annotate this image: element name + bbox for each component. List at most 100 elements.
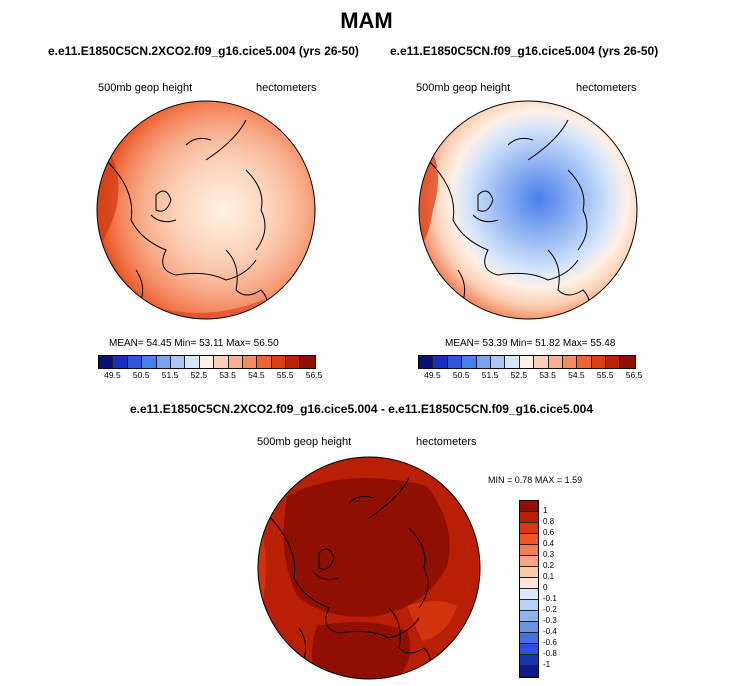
panel2-colorbar-tick: 50.5 <box>452 370 470 380</box>
panel2-units-label: hectometers <box>576 82 637 94</box>
panel1-colorbar-tick: 56.5 <box>305 370 323 380</box>
diff-colorbar-swatch <box>520 589 538 600</box>
diff-subtitle: e.e11.E1850C5CN.2XCO2.f09_g16.cice5.004 … <box>130 402 593 416</box>
diff-colorbar-swatch <box>520 556 538 567</box>
panel2-colorbar-swatch <box>490 356 506 368</box>
diff-colorbar-swatch <box>520 545 538 556</box>
panel2-mean-value: 53.39 <box>482 338 508 349</box>
panel2-polar-map <box>418 100 638 320</box>
diff-colorbar-swatch <box>520 666 538 677</box>
diff-max-value: 1.59 <box>564 475 583 485</box>
panel2-colorbar-swatch <box>591 356 607 368</box>
panel2-colorbar-swatch <box>462 356 477 368</box>
panel2-colorbar-swatch <box>419 356 434 368</box>
diff-polar-map <box>257 456 481 680</box>
diff-colorbar-swatch <box>520 644 538 655</box>
panel2-colorbar-tick: 52.5 <box>510 370 528 380</box>
panel1-colorbar-tick: 49.5 <box>104 370 121 380</box>
diff-colorbar-swatch <box>520 501 538 512</box>
panel2-colorbar-swatch <box>505 356 520 368</box>
panel2-colorbar-tick: 54.5 <box>568 370 585 380</box>
diff-colorbar-swatch <box>520 611 538 622</box>
panel1-colorbar-tick: 50.5 <box>132 370 150 380</box>
panel1-max-label: Max= <box>226 338 251 349</box>
diff-colorbar-swatch <box>520 600 538 611</box>
diff-colorbar-tick: -1 <box>543 660 551 669</box>
diff-minmax: MIN = 0.78 MAX = 1.59 <box>488 475 582 485</box>
diff-colorbar-swatch <box>520 633 538 644</box>
panel1-colorbar-swatch <box>214 356 229 368</box>
panel2-colorbar-swatch <box>447 356 463 368</box>
panel1-colorbar-swatch <box>185 356 200 368</box>
panel2-colorbar-swatch <box>620 356 635 368</box>
panel2-colorbar-swatch <box>476 356 491 368</box>
panel1-colorbar-tick: 54.5 <box>248 370 265 380</box>
panel2-colorbar-tick: 55.5 <box>596 370 614 380</box>
diff-colorbar-swatch <box>520 523 538 534</box>
panel1-colorbar-swatch <box>113 356 128 368</box>
panel2-colorbar <box>418 355 636 369</box>
panel1-mean-value: 54.45 <box>146 338 172 349</box>
panel2-mean-label: MEAN= <box>445 338 480 349</box>
panel2-colorbar-tick: 53.5 <box>539 370 556 380</box>
panel2-colorbar-swatch <box>433 356 448 368</box>
panel1-subtitle: e.e11.E1850C5CN.2XCO2.f09_g16.cice5.004 … <box>48 44 359 58</box>
panel1-colorbar-swatch <box>300 356 315 368</box>
panel2-colorbar-swatch <box>577 356 592 368</box>
panel2-colorbar-swatch <box>548 356 563 368</box>
panel1-mean-label: MEAN= <box>109 338 144 349</box>
panel2-min-label: Min= <box>510 338 533 349</box>
panel2-max-label: Max= <box>562 338 588 349</box>
diff-colorbar-tick: 0.4 <box>543 539 555 548</box>
diff-colorbar-tick: 0.2 <box>543 561 555 570</box>
panel1-colorbar-ticks: 49.5 50.5 51.5 52.5 53.5 54.5 55.5 56.5 <box>98 370 322 382</box>
panel1-colorbar-tick: 52.5 <box>190 370 208 380</box>
panel2-min-value: 51.82 <box>535 338 561 349</box>
panel1-colorbar-swatch <box>242 356 258 368</box>
panel1-colorbar-swatch <box>257 356 272 368</box>
diff-colorbar-tick: -0.8 <box>543 649 557 658</box>
panel1-colorbar-swatch <box>142 356 157 368</box>
diff-colorbar-swatch <box>520 534 538 545</box>
panel1-stats: MEAN= 54.45 Min= 53.11 Max= 56.50 <box>109 338 279 349</box>
panel1-colorbar-tick: 51.5 <box>161 370 179 380</box>
diff-colorbar-tick: -0.4 <box>543 627 557 636</box>
diff-colorbar-tick: -0.1 <box>543 594 557 603</box>
panel1-colorbar-swatch <box>286 356 301 368</box>
panel2-colorbar-tick: 51.5 <box>481 370 499 380</box>
diff-max-label: MAX = <box>534 475 563 485</box>
diff-colorbar-swatch <box>520 578 538 589</box>
panel2-max-value: 55.48 <box>590 338 616 349</box>
diff-units-label: hectometers <box>416 436 477 448</box>
panel1-colorbar-swatch <box>199 356 215 368</box>
diff-colorbar-swatch <box>520 655 538 666</box>
diff-colorbar-tick: 0.6 <box>543 528 555 537</box>
panel1-colorbar-swatch <box>170 356 186 368</box>
panel1-colorbar-tick: 55.5 <box>276 370 294 380</box>
panel1-min-label: Min= <box>174 338 197 349</box>
diff-colorbar-swatch <box>520 512 538 523</box>
diff-colorbar-tick: -0.2 <box>543 605 557 614</box>
diff-colorbar-tick: 1 <box>543 506 548 515</box>
diff-colorbar <box>519 500 539 678</box>
diff-colorbar-tick: -0.6 <box>543 638 557 647</box>
panel2-colorbar-tick: 56.5 <box>625 370 643 380</box>
panel1-colorbar-swatch <box>228 356 243 368</box>
panel1-min-value: 53.11 <box>199 338 224 349</box>
diff-colorbar-tick: 0 <box>543 583 548 592</box>
panel1-units-label: hectometers <box>256 82 317 94</box>
diff-colorbar-tick: 0.1 <box>543 572 555 581</box>
panel2-colorbar-swatch <box>562 356 578 368</box>
panel2-colorbar-swatch <box>519 356 535 368</box>
panel1-colorbar <box>98 355 316 369</box>
panel2-colorbar-swatch <box>534 356 549 368</box>
panel1-colorbar-swatch <box>127 356 143 368</box>
diff-colorbar-tick: -0.3 <box>543 616 557 625</box>
panel1-polar-map <box>96 100 316 320</box>
panel2-colorbar-ticks: 49.5 50.5 51.5 52.5 53.5 54.5 55.5 56.5 <box>418 370 642 382</box>
panel2-stats: MEAN= 53.39 Min= 51.82 Max= 55.48 <box>445 338 615 349</box>
diff-colorbar-swatch <box>520 622 538 633</box>
panel1-colorbar-tick: 53.5 <box>219 370 236 380</box>
panel2-colorbar-tick: 49.5 <box>424 370 441 380</box>
panel2-field-label: 500mb geop height <box>416 82 511 94</box>
